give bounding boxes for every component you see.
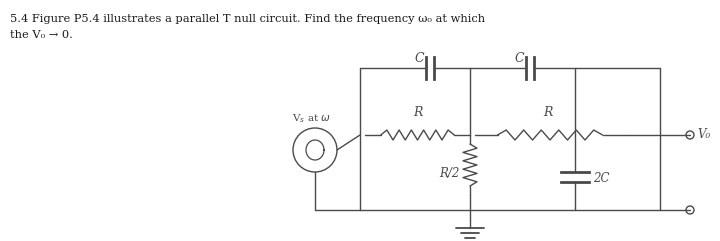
Text: 5.4 Figure P5.4 illustrates a parallel T null circuit. Find the frequency ω₀ at : 5.4 Figure P5.4 illustrates a parallel T… <box>10 14 485 24</box>
Text: 2C: 2C <box>593 173 610 186</box>
Text: R/2: R/2 <box>440 167 460 180</box>
Text: V$_s$ at $\omega$: V$_s$ at $\omega$ <box>292 112 330 125</box>
Text: R: R <box>543 106 552 119</box>
Text: C: C <box>514 52 524 65</box>
Text: V₀: V₀ <box>697 128 710 141</box>
Text: the V₀ → 0.: the V₀ → 0. <box>10 30 73 40</box>
Text: C: C <box>415 52 424 65</box>
Text: R: R <box>413 106 422 119</box>
